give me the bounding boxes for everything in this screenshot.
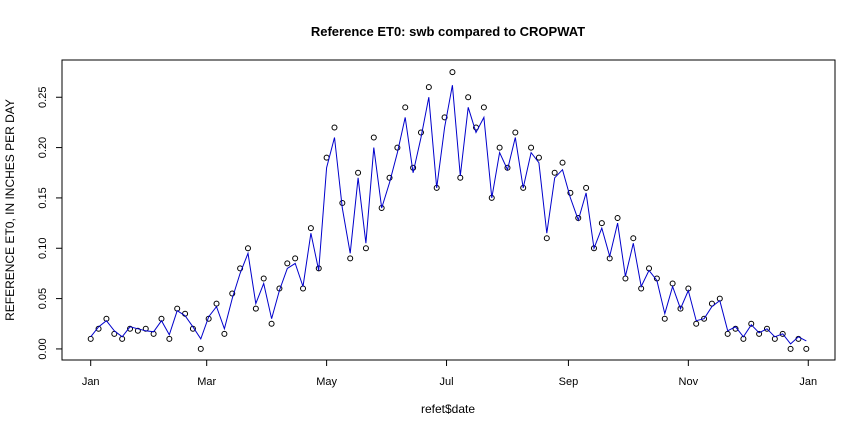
x-tick-label: Nov (679, 376, 699, 388)
x-tick-label: Jan (82, 376, 100, 388)
point (512, 129, 519, 136)
point (551, 169, 558, 176)
point (221, 330, 228, 337)
point (347, 255, 354, 262)
point (87, 335, 94, 342)
point (284, 260, 291, 267)
point (370, 134, 377, 141)
point (465, 94, 472, 101)
point (567, 189, 574, 196)
point (213, 300, 220, 307)
point (543, 235, 550, 242)
point (425, 84, 432, 91)
y-axis-label: REFERENCE ET0, IN INCHES PER DAY (3, 99, 17, 321)
plot-box (61, 59, 836, 361)
point (748, 320, 755, 327)
point (362, 245, 369, 252)
point (693, 320, 700, 327)
point (583, 184, 590, 191)
point (559, 159, 566, 166)
point (441, 114, 448, 121)
point (449, 69, 456, 76)
point (528, 144, 535, 151)
x-axis-label: refet$date (421, 402, 475, 416)
point (724, 330, 731, 337)
point (787, 345, 794, 352)
y-tick-label: 0.05 (37, 288, 49, 309)
point (229, 290, 236, 297)
point (457, 174, 464, 181)
point (244, 245, 251, 252)
point (417, 129, 424, 136)
point (292, 255, 299, 262)
point (252, 305, 259, 312)
y-tick-label: 0.15 (37, 187, 49, 208)
point (803, 345, 810, 352)
point (386, 174, 393, 181)
point (630, 235, 637, 242)
point (763, 325, 770, 332)
point (701, 315, 708, 322)
point (496, 144, 503, 151)
point (268, 320, 275, 327)
point (402, 104, 409, 111)
y-tick-label: 0.00 (37, 338, 49, 359)
point (756, 330, 763, 337)
chart-title: Reference ET0: swb compared to CROPWAT (311, 24, 585, 39)
point (614, 215, 621, 222)
x-tick-label: May (316, 376, 337, 388)
line (90, 85, 807, 345)
point (677, 305, 684, 312)
point (197, 345, 204, 352)
point (307, 225, 314, 232)
point (394, 144, 401, 151)
point (598, 220, 605, 227)
y-tick-label: 0.25 (37, 87, 49, 108)
point (661, 315, 668, 322)
point (535, 154, 542, 161)
point (237, 265, 244, 272)
point (779, 330, 786, 337)
x-tick-label: Mar (197, 376, 216, 388)
point (622, 275, 629, 282)
point (355, 169, 362, 176)
x-tick-label: Sep (559, 376, 579, 388)
point (260, 275, 267, 282)
point (480, 104, 487, 111)
point (331, 124, 338, 131)
point (166, 335, 173, 342)
point (300, 285, 307, 292)
y-tick-label: 0.20 (37, 137, 49, 158)
x-tick-label: Jul (440, 376, 454, 388)
y-tick-label: 0.10 (37, 238, 49, 259)
x-tick-label: Jan (799, 376, 817, 388)
